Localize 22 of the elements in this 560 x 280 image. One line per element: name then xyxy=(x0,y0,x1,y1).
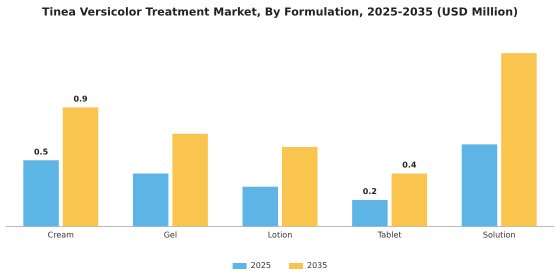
data-label: 0.5 xyxy=(34,147,49,156)
data-label: 0.2 xyxy=(362,187,377,196)
x-tick-label: Cream xyxy=(48,230,74,240)
x-tick-label: Solution xyxy=(482,230,516,240)
bar xyxy=(392,173,428,226)
x-tick-label: Gel xyxy=(164,230,178,240)
legend-label: 2025 xyxy=(250,261,271,270)
bar xyxy=(501,53,537,226)
bar xyxy=(282,147,318,226)
bar xyxy=(352,200,388,226)
legend-label: 2035 xyxy=(307,261,328,270)
bar xyxy=(172,134,208,226)
data-label: 0.9 xyxy=(73,94,88,104)
data-label: 0.4 xyxy=(402,160,417,170)
x-tick-label: Lotion xyxy=(268,230,292,240)
bar xyxy=(462,144,498,226)
bar xyxy=(242,186,278,226)
x-tick-label: Tablet xyxy=(376,230,402,240)
bar xyxy=(23,160,59,226)
bar xyxy=(132,173,168,226)
chart-title: Tinea Versicolor Treatment Market, By Formulation, 2025-2035 (USD Million) xyxy=(42,5,518,18)
bar xyxy=(62,107,98,226)
